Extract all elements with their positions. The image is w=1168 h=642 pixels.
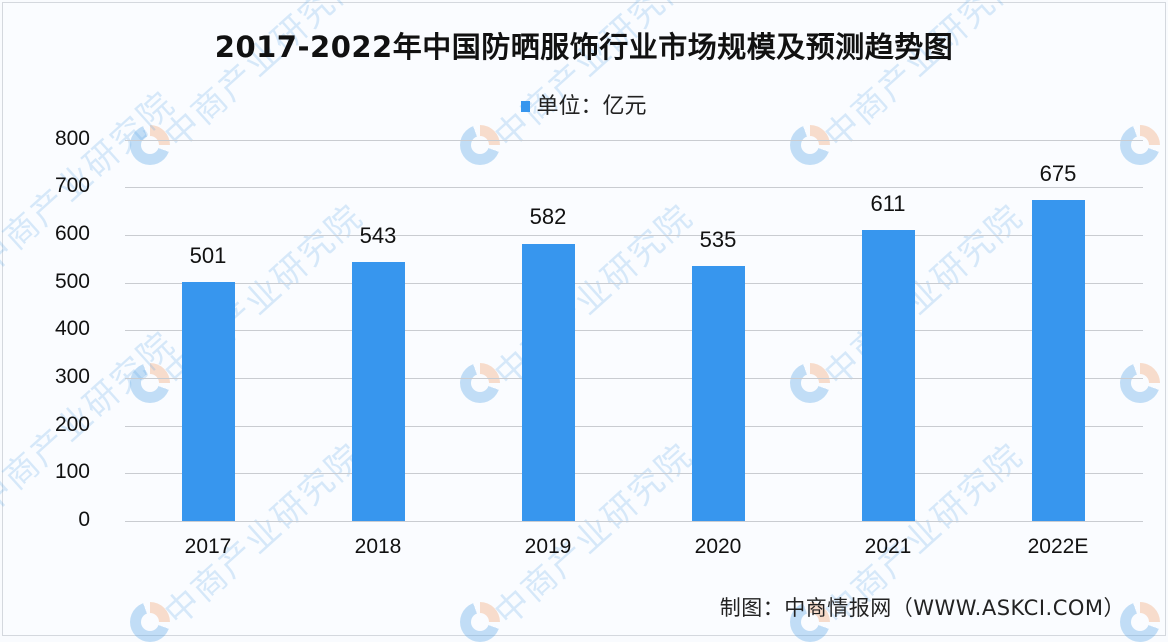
bar-value-label: 535 bbox=[699, 227, 737, 252]
legend-label: 单位：亿元 bbox=[536, 94, 647, 119]
legend: 单位：亿元 bbox=[0, 88, 1168, 120]
x-tick-label: 2020 bbox=[694, 535, 742, 558]
x-tick-label: 2017 bbox=[184, 535, 232, 558]
gridline bbox=[125, 235, 1143, 236]
y-tick-label: 300 bbox=[54, 365, 90, 388]
bar-value-label: 543 bbox=[359, 223, 397, 248]
bar-2018[interactable] bbox=[352, 262, 405, 521]
x-tick-label: 2021 bbox=[864, 535, 912, 558]
chart-title: 2017-2022年中国防晒服饰行业市场规模及预测趋势图 bbox=[214, 30, 954, 64]
bar-value-label: 582 bbox=[529, 204, 567, 229]
bar-value-label: 675 bbox=[1039, 161, 1077, 186]
y-tick-label: 400 bbox=[54, 317, 90, 340]
gridline bbox=[125, 187, 1143, 188]
gridline bbox=[125, 140, 1143, 141]
bar-2021[interactable] bbox=[862, 230, 915, 521]
x-tick-label: 2022E bbox=[1027, 535, 1089, 558]
x-tick-label: 2019 bbox=[524, 535, 572, 558]
bar-value-label: 501 bbox=[189, 243, 227, 268]
y-tick-label: 0 bbox=[78, 508, 90, 531]
bar-2020[interactable] bbox=[692, 266, 745, 521]
gridline bbox=[125, 378, 1143, 379]
y-tick-label: 500 bbox=[54, 270, 90, 293]
x-axis-line bbox=[125, 521, 1143, 522]
bar-2022e[interactable] bbox=[1032, 200, 1085, 521]
source-credit: 制图：中商情报网（WWW.ASKCI.COM） bbox=[719, 596, 1125, 620]
y-tick-label: 600 bbox=[54, 222, 90, 245]
legend-swatch-icon bbox=[521, 101, 531, 112]
y-tick-label: 100 bbox=[54, 460, 90, 483]
bar-value-label: 611 bbox=[870, 191, 906, 216]
y-tick-label: 200 bbox=[54, 413, 90, 436]
bar-2017[interactable] bbox=[182, 282, 235, 521]
y-tick-label: 700 bbox=[54, 174, 90, 197]
bar-2019[interactable] bbox=[522, 244, 575, 521]
gridline bbox=[125, 330, 1143, 331]
y-tick-label: 800 bbox=[54, 127, 90, 150]
gridline bbox=[125, 283, 1143, 284]
gridline bbox=[125, 473, 1143, 474]
x-tick-label: 2018 bbox=[354, 535, 402, 558]
gridline bbox=[125, 426, 1143, 427]
